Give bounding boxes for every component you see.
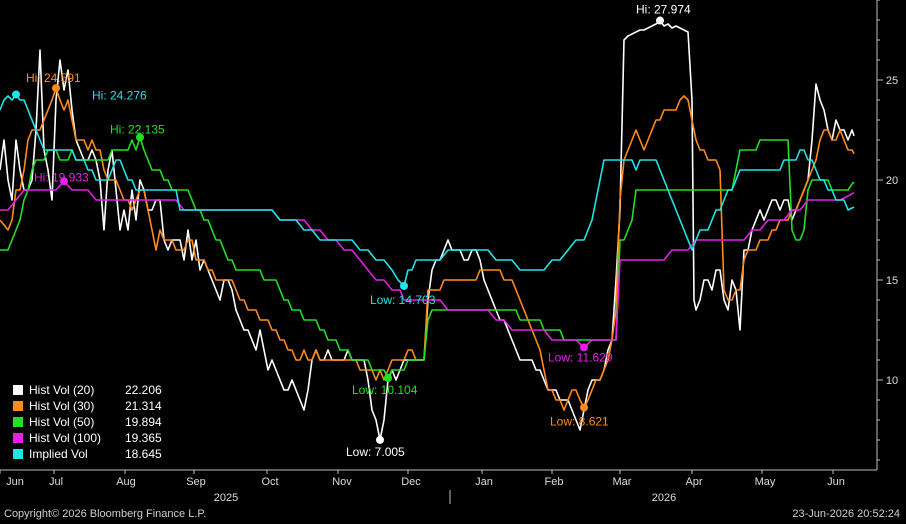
annotation-label: Low: 11.629 (548, 350, 613, 364)
annotation-label: Hi: 24.591 (26, 71, 81, 85)
x-tick-label: Jun (827, 476, 845, 488)
annotation-dot (580, 403, 588, 412)
legend-item-hist-vol-50: Hist Vol (50) 19.894 (13, 414, 162, 430)
y-tick-label: 25 (886, 75, 898, 87)
legend-item-hist-vol-30: Hist Vol (30) 21.314 (13, 398, 162, 414)
series-line-2 (0, 136, 855, 379)
x-year-label: 2026 (652, 492, 676, 504)
series-line-0 (0, 19, 855, 441)
x-tick-label: Oct (261, 476, 278, 488)
series-line-1 (0, 87, 855, 411)
x-tick-label: Feb (545, 476, 564, 488)
legend-series-value: 22.206 (125, 383, 162, 397)
x-tick-label: Jun (6, 476, 24, 488)
x-year-label: 2025 (214, 492, 238, 504)
legend-series-value: 21.314 (125, 399, 162, 413)
copyright-text: Copyright© 2026 Bloomberg Finance L.P. (4, 508, 207, 520)
annotation-dot (376, 435, 384, 444)
annotation-label: Hi: 22.135 (110, 122, 165, 136)
x-tick-label: Jan (475, 476, 493, 488)
y-tick-label: 15 (886, 275, 898, 287)
legend-swatch (13, 433, 23, 443)
legend-swatch (13, 449, 23, 459)
x-tick-label: Jul (49, 476, 63, 488)
x-tick-label: Sep (186, 476, 206, 488)
annotation-label: Low: 14.703 (370, 293, 436, 307)
annotation-dot (580, 343, 588, 352)
hi-low-annotations: Hi: 24.591 Hi: 24.276 Hi: 22.135 Hi: 19.933… (12, 3, 691, 459)
series-line-4 (0, 93, 855, 287)
legend: Hist Vol (20) 22.206 Hist Vol (30) 21.31… (9, 380, 166, 464)
legend-item-hist-vol-100: Hist Vol (100) 19.365 (13, 430, 162, 446)
x-tick-label: Mar (613, 476, 632, 488)
legend-series-name: Hist Vol (30) (29, 399, 95, 413)
annotation-label: Hi: 27.974 (636, 3, 691, 17)
timestamp-text: 23-Jun-2026 20:52:24 (792, 508, 900, 520)
annotation-dot (136, 133, 144, 142)
x-tick-label: May (755, 476, 776, 488)
annotation-dot (656, 16, 664, 25)
legend-series-name: Hist Vol (20) (29, 383, 95, 397)
annotation-label: Low: 8.621 (550, 415, 609, 429)
legend-series-name: Hist Vol (50) (29, 415, 95, 429)
annotation-dot (12, 90, 20, 99)
y-tick-label: 10 (886, 375, 898, 387)
annotation-label: Low: 7.005 (346, 445, 405, 459)
series-lines (0, 19, 855, 441)
legend-series-name: Hist Vol (100) (29, 431, 102, 445)
legend-swatch (13, 385, 23, 395)
annotation-label: Hi: 19.933 (34, 170, 89, 184)
legend-series-value: 18.645 (125, 447, 162, 461)
legend-swatch (13, 401, 23, 411)
series-line-3 (0, 180, 855, 349)
x-tick-label: Nov (332, 476, 352, 488)
x-tick-label: Apr (685, 476, 702, 488)
y-tick-label: 20 (886, 175, 898, 187)
annotation-dot (60, 177, 68, 186)
annotation-dot (52, 84, 60, 93)
legend-swatch (13, 417, 23, 427)
legend-series-value: 19.894 (125, 415, 162, 429)
annotation-label: Hi: 24.276 (92, 88, 147, 102)
legend-series-name: Implied Vol (29, 447, 88, 461)
annotation-dot (400, 281, 408, 290)
annotation-label: Low: 10.104 (352, 383, 418, 397)
x-tick-label: Dec (401, 476, 421, 488)
x-tick-label: Aug (116, 476, 136, 488)
legend-series-value: 19.365 (125, 431, 162, 445)
legend-item-hist-vol-20: Hist Vol (20) 22.206 (13, 382, 162, 398)
annotation-dot (384, 373, 392, 382)
legend-item-implied-vol: Implied Vol 18.645 (13, 446, 162, 462)
